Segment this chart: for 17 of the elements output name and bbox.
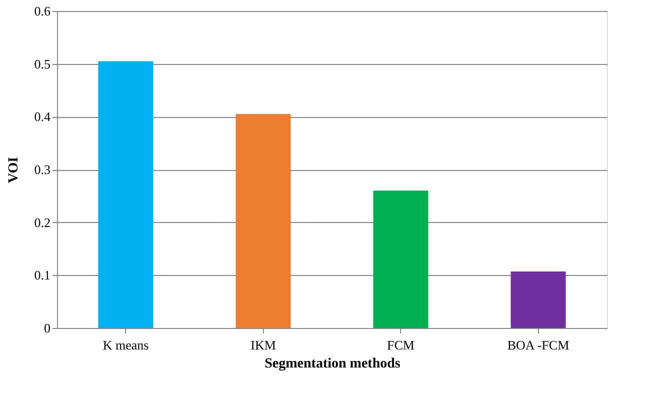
x-axis-title: Segmentation methods <box>264 356 401 372</box>
y-tick-label: 0 <box>44 320 50 336</box>
bar <box>236 114 291 328</box>
x-tick-label: IKM <box>250 338 276 352</box>
y-tick-label: 0.6 <box>34 4 51 18</box>
y-tick-label: 0.1 <box>34 268 50 283</box>
bar <box>510 271 566 328</box>
bar <box>373 190 428 328</box>
y-tick-label: 0.3 <box>34 162 50 177</box>
y-axis-title: VOI <box>6 156 22 184</box>
y-tick-label: 0.5 <box>34 56 50 72</box>
bar <box>98 61 154 328</box>
y-tick-label: 0.2 <box>34 214 50 230</box>
x-tick-label: K means <box>102 338 149 352</box>
y-tick-label: 0.4 <box>34 109 51 124</box>
x-tick-label: BOA -FCM <box>507 338 570 352</box>
x-tick-label: FCM <box>387 338 415 352</box>
